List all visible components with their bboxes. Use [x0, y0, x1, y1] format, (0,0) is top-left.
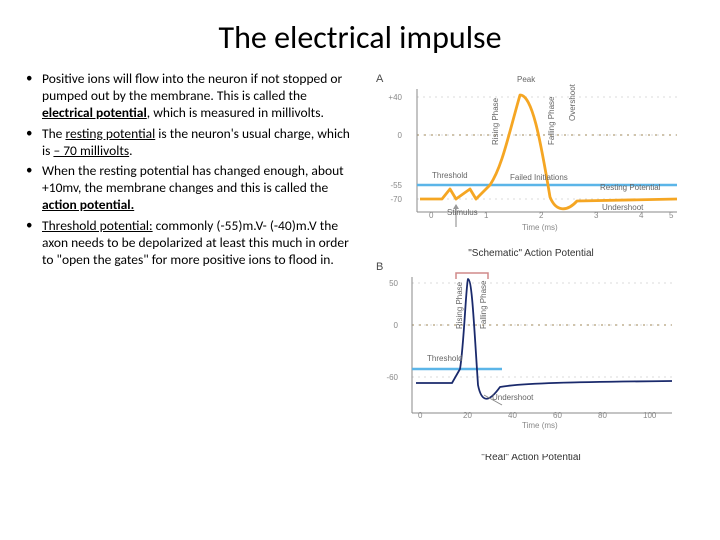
chart-annotation: Threshold — [432, 171, 468, 180]
figure-column: A +400-55-70 012345 PeakThresholdStimulu… — [360, 71, 690, 463]
chart-annotation: Resting Potential — [600, 183, 660, 192]
ytick: 0 — [374, 131, 402, 140]
chart-annotation: Threshold — [427, 354, 463, 363]
chart-annotation: Rising Phase — [455, 282, 464, 329]
xtick: 2 — [539, 211, 543, 220]
schematic-ap-chart — [372, 77, 684, 237]
panel-b-xlabel: Time (ms) — [522, 421, 558, 430]
chart-annotation: Stimulus — [447, 208, 478, 217]
chart-annotation: Peak — [517, 75, 535, 84]
bullet-item: Threshold potential: commonly (-55)m.V- … — [20, 218, 360, 269]
chart-annotation: Undershoot — [492, 393, 533, 402]
chart-annotation: Falling Phase — [547, 97, 556, 145]
chart-annotation: Overshoot — [568, 84, 577, 121]
bullet-item: Positive ions will flow into the neuron … — [20, 71, 360, 122]
xtick: 20 — [463, 411, 472, 420]
ytick: 50 — [374, 279, 398, 288]
ytick: 0 — [374, 321, 398, 330]
xtick: 80 — [598, 411, 607, 420]
ytick: -70 — [374, 195, 402, 204]
xtick: 40 — [508, 411, 517, 420]
chart-annotation: Falling Phase — [479, 281, 488, 329]
ytick: -60 — [374, 373, 398, 382]
real-ap-chart — [372, 265, 684, 435]
xtick: 60 — [553, 411, 562, 420]
chart-annotation: Rising Phase — [491, 98, 500, 145]
panel-b: B 500-60 020406080100 ThresholdRising Ph… — [372, 259, 684, 454]
panel-a-xlabel: Time (ms) — [522, 223, 558, 232]
panel-a: A +400-55-70 012345 PeakThresholdStimulu… — [372, 71, 684, 246]
ytick: -55 — [374, 181, 402, 190]
bullet-column: Positive ions will flow into the neuron … — [20, 71, 360, 463]
chart-annotation: Failed Initiations — [510, 173, 568, 182]
ytick: +40 — [374, 93, 402, 102]
bullet-item: The resting potential is the neuron's us… — [20, 126, 360, 160]
chart-annotation: Undershoot — [602, 203, 643, 212]
xtick: 5 — [669, 211, 673, 220]
content-row: Positive ions will flow into the neuron … — [0, 71, 720, 463]
xtick: 0 — [418, 411, 422, 420]
xtick: 100 — [643, 411, 656, 420]
xtick: 4 — [639, 211, 643, 220]
xtick: 1 — [484, 211, 488, 220]
bullet-item: When the resting potential has changed e… — [20, 163, 360, 214]
slide-title: The electrical impulse — [0, 0, 720, 71]
xtick: 0 — [429, 211, 433, 220]
panel-a-caption: "Schematic" Action Potential — [372, 248, 690, 259]
xtick: 3 — [594, 211, 598, 220]
